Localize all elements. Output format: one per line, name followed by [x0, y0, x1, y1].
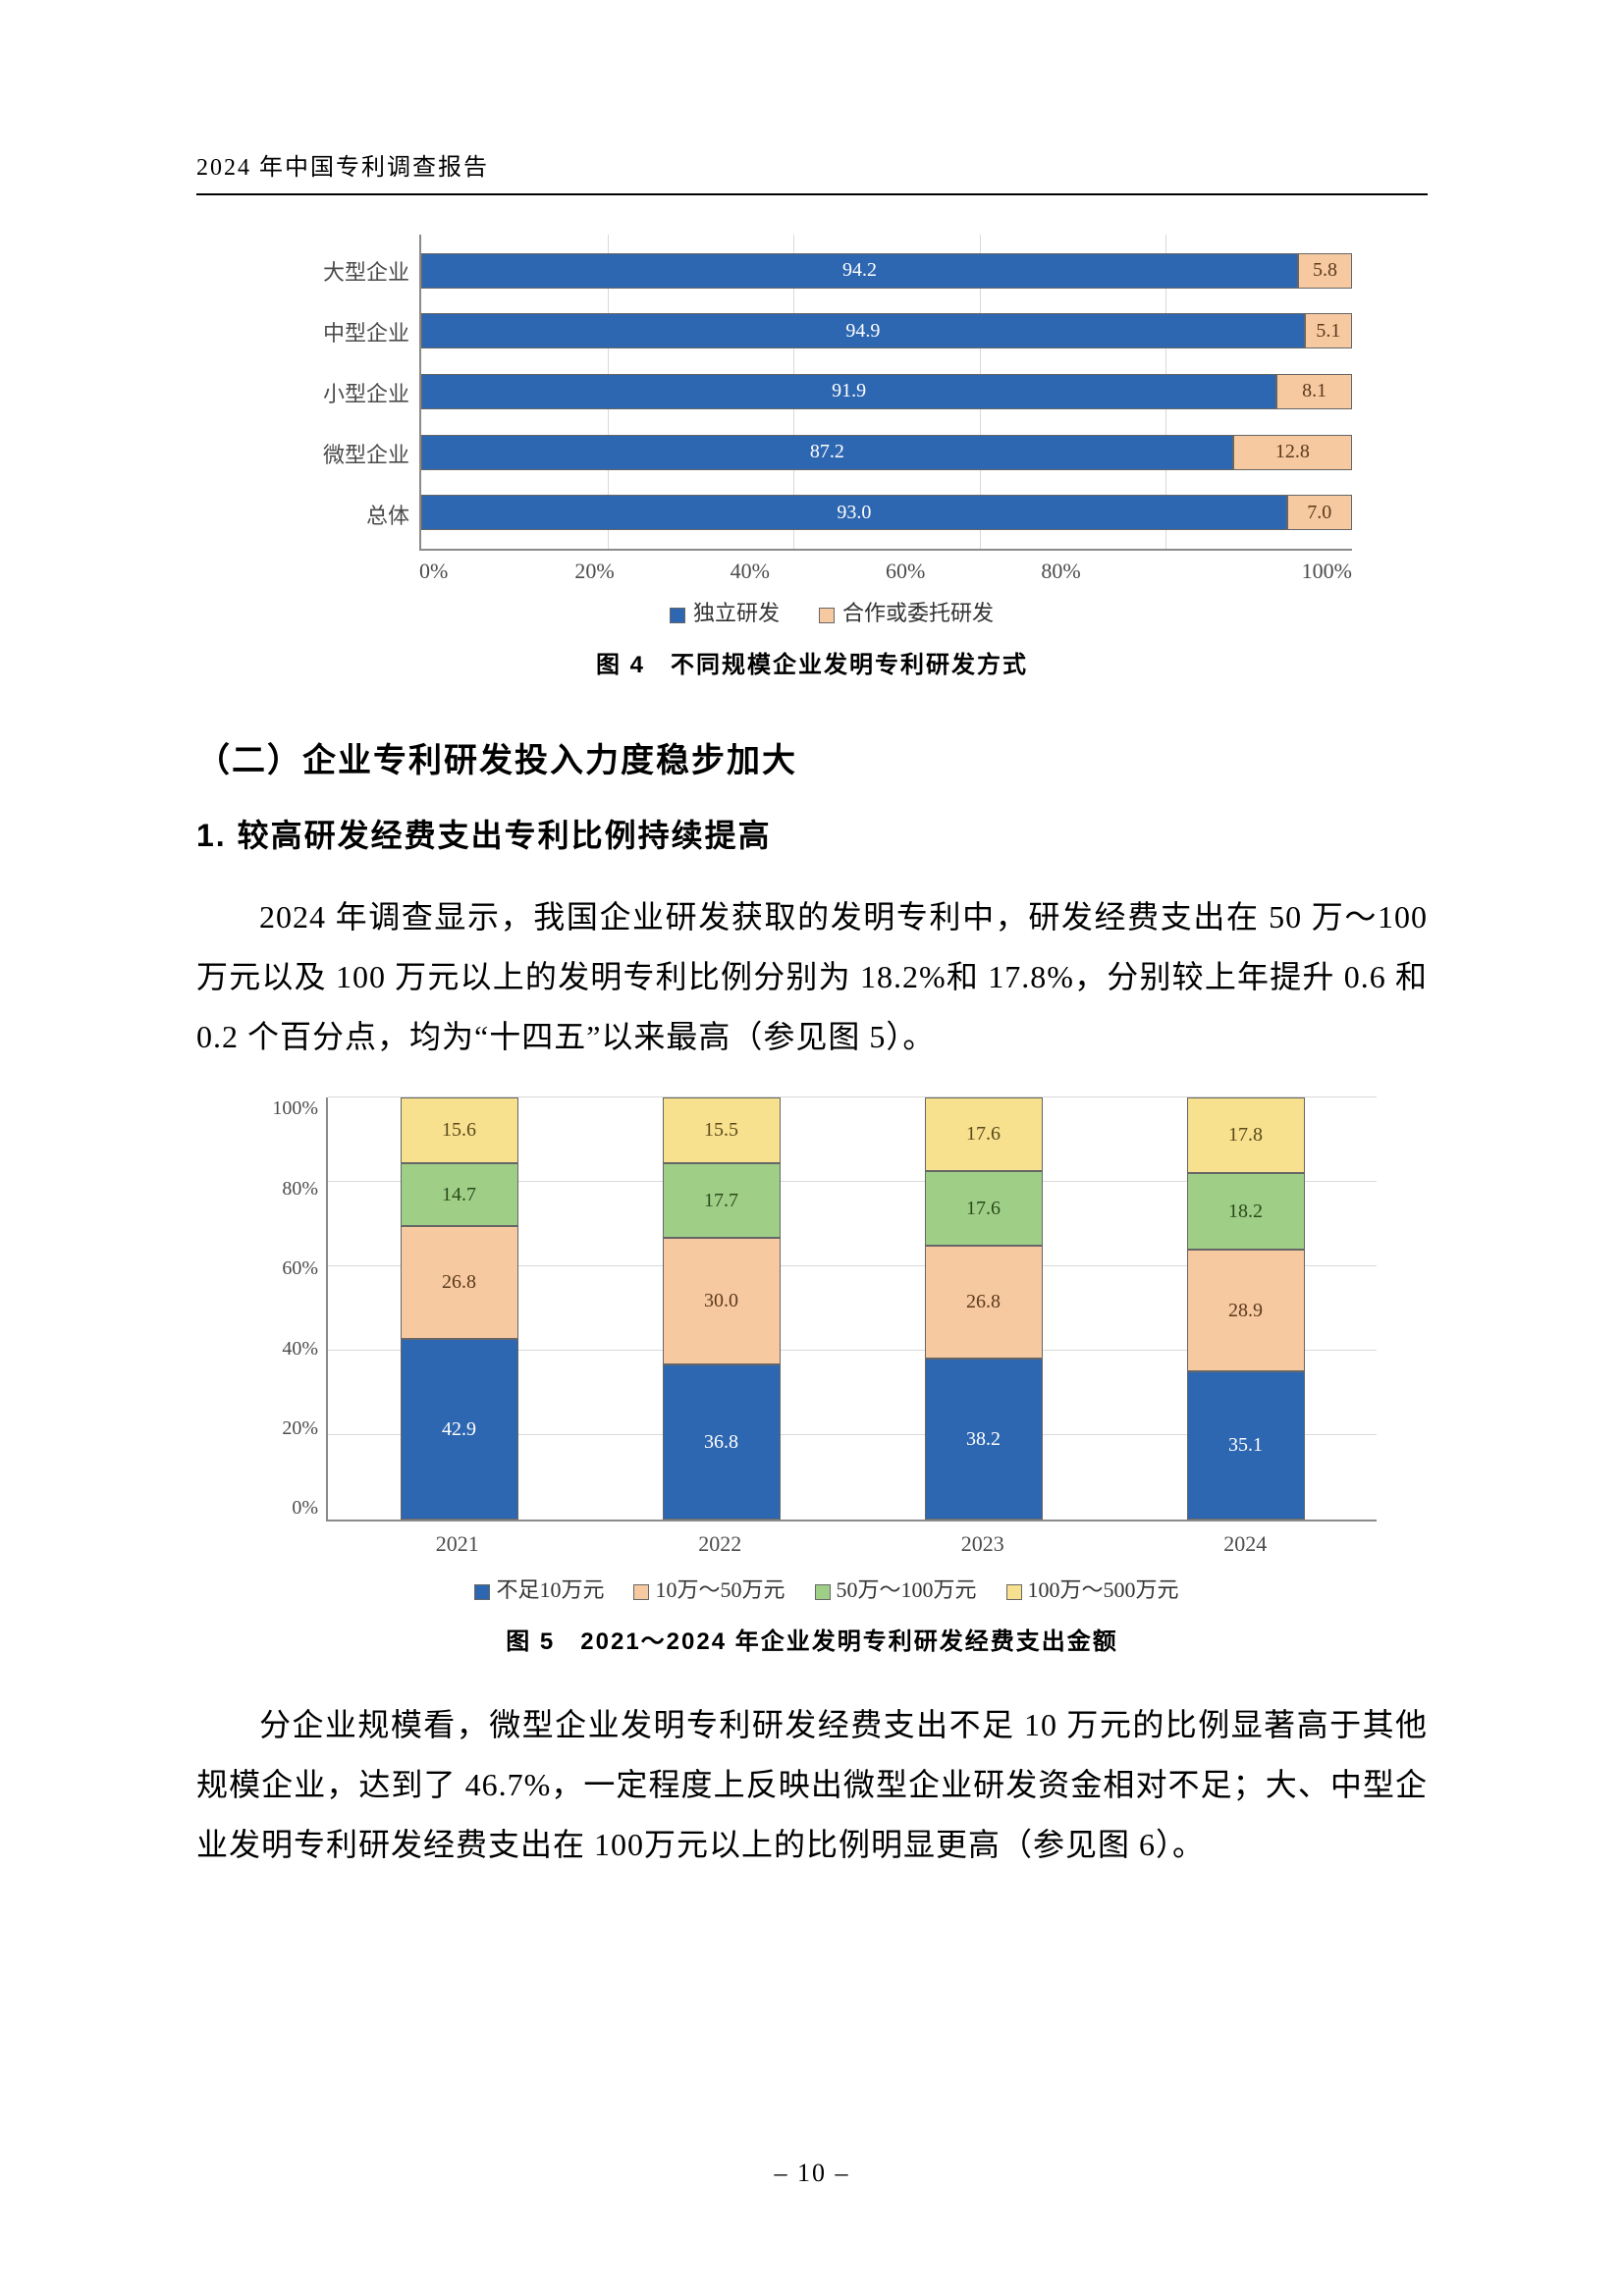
chart5-bar-segment: 18.2 [1187, 1173, 1305, 1250]
chart4-bar-segment: 94.9 [421, 313, 1305, 348]
chart5-bar-segment: 36.8 [663, 1364, 781, 1520]
section-heading-3: 1. 较高研发经费支出专利比例持续提高 [196, 811, 1428, 856]
section-heading-2: （二）企业专利研发投入力度稳步加大 [196, 733, 1428, 781]
chart4-legend: 独立研发 合作或委托研发 [272, 596, 1352, 627]
legend-swatch-icon [633, 1584, 649, 1600]
chart4-bar-row: 87.212.8 [421, 435, 1352, 470]
page-number: – 10 – [0, 2159, 1624, 2188]
legend-swatch-icon [1006, 1584, 1022, 1600]
chart4-bar-segment: 7.0 [1287, 495, 1352, 530]
chart-5: 0%20%40%60%80%100% 42.926.814.715.636.83… [247, 1097, 1377, 1656]
chart5-x-axis: 2021 2022 2023 2024 [326, 1531, 1377, 1557]
chart5-bar-segment: 14.7 [401, 1163, 518, 1225]
chart5-bar-segment: 17.6 [925, 1171, 1043, 1246]
chart5-column: 36.830.017.715.5 [663, 1097, 781, 1520]
legend-label: 不足10万元 [496, 1577, 604, 1602]
chart5-bar-segment: 17.6 [925, 1097, 1043, 1172]
chart4-bar-segment: 8.1 [1276, 374, 1352, 409]
chart4-x-axis: 0%20%40%60%80%100% [419, 559, 1352, 584]
chart4-bar-row: 93.07.0 [421, 495, 1352, 530]
chart5-y-tick: 20% [247, 1417, 318, 1440]
chart4-x-tick: 60% [886, 559, 1041, 584]
chart4-bar-segment: 94.2 [421, 253, 1298, 289]
chart4-x-tick: 80% [1041, 559, 1196, 584]
chart5-legend: 不足10万元 10万～50万元 50万～100万元 100万～500万元 [247, 1573, 1377, 1604]
chart4-bar-segment: 5.1 [1305, 313, 1352, 348]
chart4-category-label: 大型企业 [272, 255, 409, 287]
chart5-y-tick: 40% [247, 1338, 318, 1361]
chart4-bar-segment: 93.0 [421, 495, 1287, 530]
paragraph-1: 2024 年调查显示，我国企业研发获取的发明专利中，研发经费支出在 50 万～1… [196, 887, 1428, 1066]
chart5-x-label: 2024 [1223, 1531, 1267, 1557]
chart5-bar-segment: 15.6 [401, 1097, 518, 1163]
chart5-bar-segment: 28.9 [1187, 1250, 1305, 1371]
chart4-bar-row: 91.98.1 [421, 374, 1352, 409]
legend-label: 100万～500万元 [1028, 1577, 1179, 1602]
chart5-bar-segment: 42.9 [401, 1339, 518, 1520]
legend-swatch-icon [474, 1584, 490, 1600]
running-header: 2024 年中国专利调查报告 [196, 147, 1428, 195]
chart5-column: 42.926.814.715.6 [401, 1097, 518, 1520]
chart4-category-label: 小型企业 [272, 377, 409, 408]
chart5-column: 38.226.817.617.6 [925, 1097, 1043, 1521]
chart5-bar-segment: 26.8 [925, 1246, 1043, 1359]
paragraph-2: 分企业规模看，微型企业发明专利研发经费支出不足 10 万元的比例显著高于其他规模… [196, 1695, 1428, 1874]
legend-label: 10万～50万元 [655, 1577, 785, 1602]
chart5-bar-segment: 30.0 [663, 1238, 781, 1364]
chart5-x-label: 2021 [436, 1531, 479, 1557]
chart4-x-tick: 40% [731, 559, 886, 584]
chart4-bar-row: 94.25.8 [421, 253, 1352, 289]
chart5-y-tick: 0% [247, 1497, 318, 1520]
legend-swatch-icon [670, 608, 685, 623]
chart4-x-tick: 20% [574, 559, 730, 584]
chart4-bar-row: 94.95.1 [421, 313, 1352, 348]
chart4-bar-segment: 5.8 [1298, 253, 1352, 289]
chart4-category-label: 微型企业 [272, 438, 409, 469]
chart-4: 大型企业中型企业小型企业微型企业总体 94.25.8 94.95.1 91.98.1… [272, 235, 1352, 679]
chart4-bar-segment: 87.2 [421, 435, 1233, 470]
chart4-bar-segment: 91.9 [421, 374, 1276, 409]
chart5-bar-segment: 35.1 [1187, 1371, 1305, 1520]
chart5-y-tick: 60% [247, 1257, 318, 1280]
chart4-caption: 图 4 不同规模企业发明专利研发方式 [272, 645, 1352, 679]
chart5-y-tick: 80% [247, 1178, 318, 1201]
chart5-bar-segment: 38.2 [925, 1359, 1043, 1520]
chart4-category-label: 总体 [272, 499, 409, 530]
legend-label: 50万～100万元 [837, 1577, 977, 1602]
chart5-bar-segment: 17.7 [663, 1163, 781, 1238]
chart4-x-tick: 0% [419, 559, 574, 584]
chart5-column: 35.128.918.217.8 [1187, 1097, 1305, 1520]
chart4-x-tick: 100% [1197, 559, 1352, 584]
chart4-bar-segment: 12.8 [1233, 435, 1352, 470]
legend-label: 合作或委托研发 [842, 601, 994, 625]
legend-swatch-icon [815, 1584, 831, 1600]
chart5-x-label: 2023 [961, 1531, 1004, 1557]
legend-swatch-icon [819, 608, 835, 623]
chart5-x-label: 2022 [698, 1531, 741, 1557]
chart5-bar-segment: 17.8 [1187, 1097, 1305, 1173]
chart5-bar-segment: 15.5 [663, 1097, 781, 1163]
chart5-y-tick: 100% [247, 1097, 318, 1120]
chart4-category-label: 中型企业 [272, 316, 409, 347]
legend-label: 独立研发 [693, 601, 780, 625]
chart5-y-axis: 0% 20% 40% 60% 80% 100% [247, 1097, 326, 1520]
chart5-bar-segment: 26.8 [401, 1226, 518, 1339]
chart5-caption: 图 5 2021～2024 年企业发明专利研发经费支出金额 [247, 1622, 1377, 1656]
chart4-y-axis: 大型企业中型企业小型企业微型企业总体 [272, 235, 409, 551]
